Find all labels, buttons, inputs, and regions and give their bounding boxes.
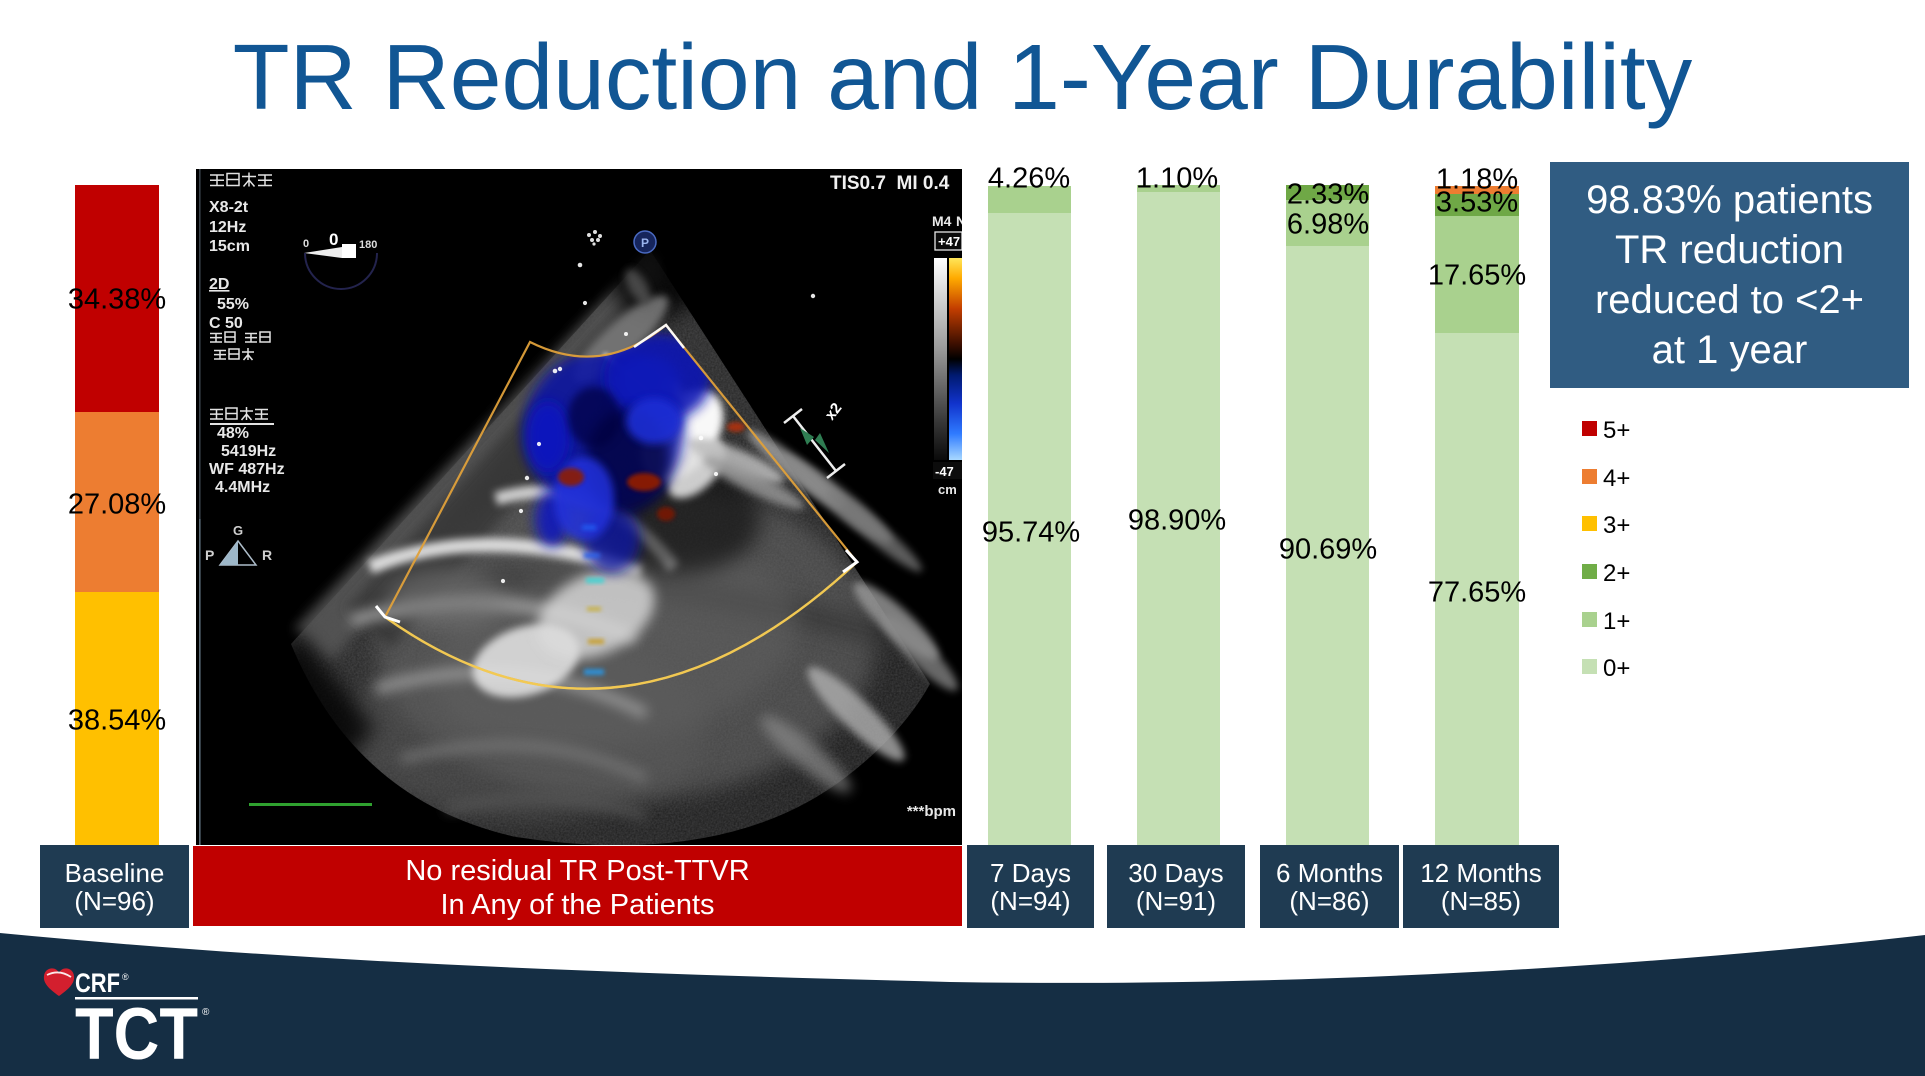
svg-text:+47: +47 <box>938 234 960 249</box>
svg-text:48%: 48% <box>217 425 249 442</box>
svg-text:®: ® <box>122 972 129 982</box>
svg-text:***bpm: ***bpm <box>907 803 956 820</box>
svg-text:WF 487Hz: WF 487Hz <box>209 461 285 478</box>
svg-text:X8-2t: X8-2t <box>209 199 249 216</box>
svg-text:CRF: CRF <box>75 968 120 998</box>
svg-text:5419Hz: 5419Hz <box>221 443 276 460</box>
svg-text:R: R <box>262 547 272 563</box>
svg-text:G: G <box>233 523 243 538</box>
svg-text:15cm: 15cm <box>209 238 250 255</box>
svg-text:M4: M4 <box>932 213 952 229</box>
svg-text:55%: 55% <box>217 296 249 313</box>
svg-text:P: P <box>641 236 649 250</box>
svg-text:-47: -47 <box>935 464 954 479</box>
svg-text:0: 0 <box>329 230 338 249</box>
svg-text:180: 180 <box>359 239 377 251</box>
svg-text:cm: cm <box>938 482 957 497</box>
svg-text:P: P <box>205 547 214 563</box>
svg-text:4.4MHz: 4.4MHz <box>215 479 270 496</box>
svg-text:2D: 2D <box>209 276 229 293</box>
svg-text:x2: x2 <box>822 400 846 424</box>
svg-text:TCT: TCT <box>75 994 198 1070</box>
svg-text:0: 0 <box>303 238 309 250</box>
svg-text:®: ® <box>202 1007 210 1018</box>
svg-text:12Hz: 12Hz <box>209 219 246 236</box>
svg-text:N: N <box>956 213 962 229</box>
svg-text:TIS0.7 MI 0.4: TIS0.7 MI 0.4 <box>830 173 950 194</box>
svg-text:C 50: C 50 <box>209 315 243 332</box>
